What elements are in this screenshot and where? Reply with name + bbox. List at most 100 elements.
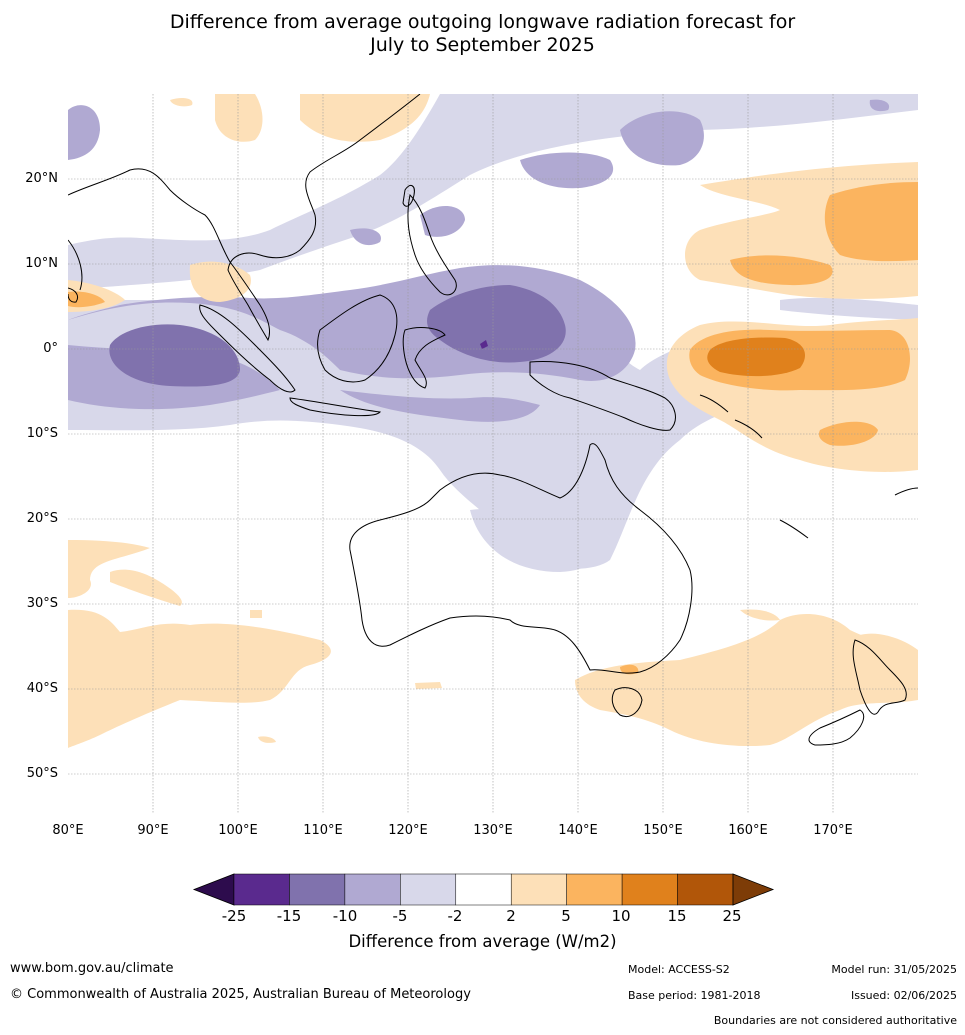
lon-label: 120°E: [388, 823, 428, 838]
lat-label: 20°N: [25, 171, 58, 186]
map-title: Difference from average outgoing longwav…: [169, 11, 796, 33]
coastline-mainland-asia: [68, 94, 421, 342]
anomaly-region-moderate-positive: [730, 255, 833, 286]
colorbar-swatch: [344, 873, 401, 906]
anomaly-region-weak-positive: [250, 610, 262, 618]
lat-label: 10°N: [25, 256, 58, 271]
anomaly-region-weak-positive: [110, 569, 182, 606]
anomaly-region-weak-positive: [415, 682, 442, 689]
colorbar-swatch: [621, 873, 678, 906]
graticule: [68, 94, 918, 814]
anomaly-region-moderate-negative: [68, 105, 100, 160]
anomaly-region-moderate-negative: [420, 205, 465, 237]
coastline-new-zealand-north: [852, 639, 907, 715]
colorbar-swatch: [677, 873, 734, 906]
model-info: Model: ACCESS-S2: [628, 963, 730, 976]
anomaly-region-weak-positive: [258, 736, 276, 743]
lon-label: 100°E: [218, 823, 258, 838]
coastline-taiwan: [402, 184, 415, 207]
colorbar-tick-label: -2: [447, 907, 463, 925]
lat-label: 50°S: [26, 766, 58, 781]
lon-label: 160°E: [728, 823, 768, 838]
colorbar-swatch: [289, 873, 346, 906]
colorbar-tick-label: 25: [722, 907, 742, 925]
colorbar-swatch: [455, 873, 512, 906]
map-field: [68, 94, 918, 814]
anomaly-region-weak-positive: [575, 614, 918, 747]
lat-label: 40°S: [26, 681, 58, 696]
colorbar-tick-label: -15: [276, 907, 302, 925]
lon-label: 150°E: [643, 823, 683, 838]
colorbar-tick-label: -5: [392, 907, 408, 925]
coastline-india-east: [68, 239, 83, 291]
colorbar-tick-label: 15: [667, 907, 687, 925]
anomaly-region-weak-negative: [480, 453, 583, 500]
colorbar-swatch: [510, 873, 567, 906]
anomaly-region-weak-negative: [780, 297, 918, 320]
anomaly-region-weak-negative: [470, 508, 606, 572]
coastline-philippines: [407, 193, 457, 296]
website-link[interactable]: www.bom.gov.au/climate: [10, 961, 174, 976]
anomaly-region-weak-positive: [189, 261, 251, 302]
anomaly-region-weak-positive: [860, 633, 918, 660]
coastline-java: [289, 397, 381, 417]
colorbar-swatch: [233, 873, 290, 906]
colorbar-extend-high: [732, 873, 775, 906]
lat-label: 0°: [43, 341, 58, 356]
lon-label: 110°E: [303, 823, 343, 838]
anomaly-region-weak-positive: [300, 94, 430, 142]
colorbar-tick-label: 2: [506, 907, 516, 925]
anomaly-region-strong-negative: [109, 324, 240, 387]
coastline-new-guinea: [529, 361, 676, 431]
anomaly-region-moderate-positive: [620, 664, 639, 675]
colorbar-tick-label: -25: [221, 907, 247, 925]
lon-label: 80°E: [52, 823, 84, 838]
anomaly-region-weak-positive: [68, 609, 331, 748]
anomaly-region-moderate-negative: [869, 99, 890, 112]
anomaly-region-strong-negative: [427, 285, 566, 363]
lat-label: 20°S: [26, 511, 58, 526]
coastline-solomon-islands: [699, 394, 763, 439]
colorbar-swatch: [566, 873, 623, 906]
issued-info: Issued: 02/06/2025: [850, 989, 957, 1002]
coastline-australia: [349, 443, 693, 674]
coastline-fiji: [894, 487, 918, 496]
model-run-info: Model run: 31/05/2025: [831, 963, 957, 976]
coastline-tasmania: [611, 687, 643, 717]
colorbar-swatch: [400, 873, 457, 906]
lon-label: 90°E: [137, 823, 169, 838]
coastline-borneo: [317, 294, 398, 383]
lat-label: 30°S: [26, 596, 58, 611]
anomaly-region-weak-positive: [740, 609, 780, 621]
colorbar: [192, 873, 775, 906]
base-period-info: Base period: 1981-2018: [628, 989, 761, 1002]
anomaly-region-weak-positive: [68, 540, 150, 598]
coastline-sri-lanka: [68, 287, 79, 303]
coastline-new-caledonia: [779, 519, 809, 539]
anomaly-region-strongest-negative: [480, 340, 488, 349]
anomaly-region-weak-positive: [170, 97, 193, 107]
anomaly-region-moderate-negative: [620, 111, 704, 166]
anomaly-region-moderate-positive: [824, 182, 918, 262]
lat-label: 10°S: [26, 426, 58, 441]
anomaly-region-strong-positive: [707, 337, 805, 377]
copyright-text: © Commonwealth of Australia 2025, Austra…: [10, 987, 471, 1002]
coastline-sulawesi: [402, 327, 446, 389]
disclaimer-text: Boundaries are not considered authoritat…: [713, 1014, 957, 1027]
colorbar-tick-label: 5: [561, 907, 571, 925]
anomaly-region-weak-positive: [215, 94, 263, 142]
anomaly-region-moderate-negative: [350, 228, 381, 246]
coastlines: [68, 94, 918, 746]
lon-label: 130°E: [473, 823, 513, 838]
anomaly-region-moderate-negative: [520, 152, 614, 189]
lon-label: 170°E: [813, 823, 853, 838]
lon-label: 140°E: [558, 823, 598, 838]
coastline-sumatra: [199, 304, 296, 393]
coastline-new-zealand-south: [808, 709, 865, 746]
map-subtitle: July to September 2025: [370, 34, 595, 56]
colorbar-title: Difference from average (W/m2): [348, 932, 617, 951]
colorbar-extend-low: [192, 873, 235, 906]
colorbar-tick-label: -10: [332, 907, 358, 925]
colorbar-tick-label: 10: [611, 907, 631, 925]
